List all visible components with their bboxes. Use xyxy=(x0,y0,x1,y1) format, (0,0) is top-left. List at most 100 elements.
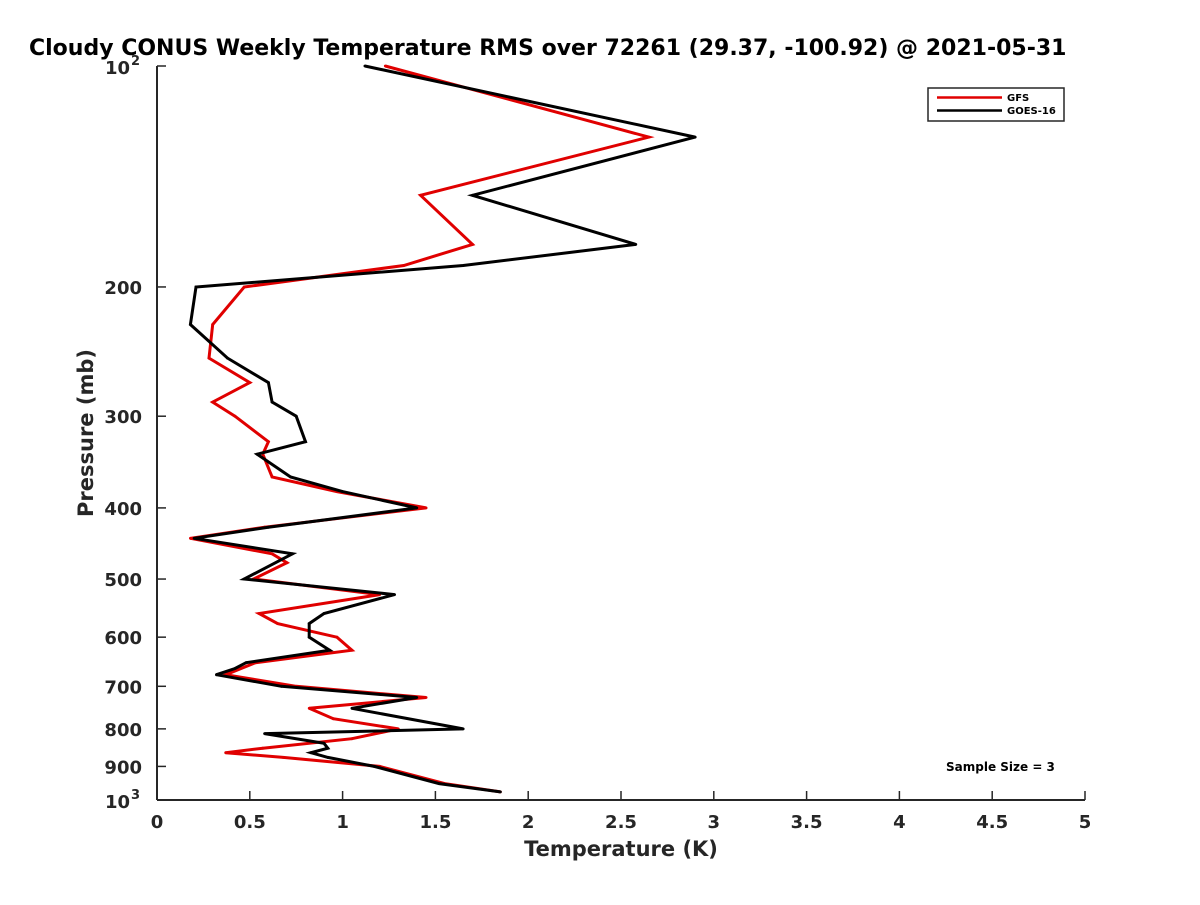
data-point-goes16 xyxy=(226,356,229,360)
y-tick-label: 900 xyxy=(104,757,142,778)
data-point-gfs xyxy=(335,635,339,639)
data-point-gfs xyxy=(257,612,261,615)
legend: GFS GOES-16 xyxy=(927,87,1065,122)
data-point-gfs xyxy=(224,751,228,755)
x-tick-label: 2.5 xyxy=(605,812,637,833)
series-line-goes16 xyxy=(188,64,696,794)
data-point-gfs xyxy=(261,746,265,750)
data-point-goes16 xyxy=(267,381,270,384)
data-point-goes16 xyxy=(350,706,354,710)
x-tick-label: 5 xyxy=(1079,812,1092,833)
y-tick-label: 200 xyxy=(104,278,142,299)
data-point-goes16 xyxy=(415,506,419,510)
data-point-gfs xyxy=(285,561,289,565)
series-layer xyxy=(188,64,697,794)
data-point-goes16 xyxy=(326,746,330,750)
data-point-goes16 xyxy=(189,323,192,326)
data-point-goes16 xyxy=(242,577,246,581)
x-tick-label: 0.5 xyxy=(234,812,266,833)
data-point-goes16 xyxy=(309,751,313,755)
data-point-goes16 xyxy=(304,440,307,444)
data-point-goes16 xyxy=(328,648,331,652)
data-point-gfs xyxy=(276,622,279,625)
data-point-goes16 xyxy=(471,193,474,197)
data-point-goes16 xyxy=(255,452,259,456)
y-tick-label: 600 xyxy=(104,628,142,649)
data-point-gfs xyxy=(281,756,285,759)
data-point-gfs xyxy=(267,440,270,444)
y-tick-label: 300 xyxy=(104,407,142,428)
data-point-gfs xyxy=(402,264,406,267)
data-point-goes16 xyxy=(461,727,465,731)
data-point-goes16 xyxy=(233,667,237,670)
x-tick-label: 1 xyxy=(336,812,349,833)
x-tick-label: 4 xyxy=(893,812,906,833)
x-axis-label: Temperature (K) xyxy=(524,837,718,861)
x-tick-label: 3.5 xyxy=(791,812,823,833)
data-point-gfs xyxy=(248,381,252,384)
data-point-goes16 xyxy=(263,732,266,735)
data-point-gfs xyxy=(270,552,274,556)
y-tick-exponent: 3 xyxy=(131,788,140,803)
data-point-goes16 xyxy=(437,782,441,785)
data-point-gfs xyxy=(350,648,354,652)
data-point-goes16 xyxy=(307,635,311,639)
data-point-goes16 xyxy=(415,696,419,699)
data-point-gfs xyxy=(383,64,387,68)
data-point-gfs xyxy=(331,717,335,721)
data-point-gfs xyxy=(211,400,215,404)
data-point-goes16 xyxy=(289,475,292,479)
data-point-goes16 xyxy=(341,490,344,493)
sample-size-annotation: Sample Size = 3 xyxy=(946,760,1055,774)
data-point-gfs xyxy=(242,285,246,289)
data-point-gfs xyxy=(424,506,428,510)
data-point-gfs xyxy=(419,193,422,197)
data-point-goes16 xyxy=(194,285,198,289)
y-tick-label: 500 xyxy=(104,570,142,591)
data-point-gfs xyxy=(424,696,428,699)
data-point-goes16 xyxy=(280,684,283,688)
data-point-goes16 xyxy=(294,414,298,418)
data-point-goes16 xyxy=(192,536,196,540)
x-tick-label: 0 xyxy=(151,812,164,833)
data-point-goes16 xyxy=(363,64,367,68)
y-tick-label: 10 xyxy=(105,792,130,813)
data-point-gfs xyxy=(471,243,474,246)
data-point-gfs xyxy=(307,706,311,710)
data-point-goes16 xyxy=(322,741,326,745)
x-tick-label: 4.5 xyxy=(976,812,1008,833)
x-tick-label: 2 xyxy=(522,812,535,833)
data-point-goes16 xyxy=(215,673,218,677)
data-point-goes16 xyxy=(291,552,294,556)
y-tick-label: 10 xyxy=(105,58,130,79)
y-tick-exponent: 2 xyxy=(131,54,140,69)
data-point-goes16 xyxy=(499,790,502,794)
data-point-goes16 xyxy=(267,525,270,529)
data-point-goes16 xyxy=(693,135,697,139)
data-point-goes16 xyxy=(372,765,376,768)
legend-label-gfs: GFS xyxy=(1007,93,1029,104)
legend-label-goes16: GOES-16 xyxy=(1007,106,1056,117)
data-point-gfs xyxy=(647,135,651,139)
chart-title: Cloudy CONUS Weekly Temperature RMS over… xyxy=(29,36,1066,61)
y-axis-label: Pressure (mb) xyxy=(74,349,98,517)
data-point-goes16 xyxy=(326,756,330,759)
data-point-gfs xyxy=(211,323,215,326)
data-point-goes16 xyxy=(634,243,638,246)
y-tick-label: 800 xyxy=(104,720,142,741)
data-point-goes16 xyxy=(322,612,326,615)
data-point-goes16 xyxy=(393,593,396,596)
x-ticks: 0 0.5 1 1.5 2 2.5 3 3.5 4 4.5 5 xyxy=(151,791,1092,833)
data-point-gfs xyxy=(207,356,211,360)
data-point-goes16 xyxy=(244,661,248,665)
data-point-goes16 xyxy=(307,622,311,625)
y-tick-label: 400 xyxy=(104,499,142,520)
x-tick-label: 3 xyxy=(708,812,721,833)
legend-box xyxy=(927,87,1065,122)
data-point-goes16 xyxy=(461,264,465,267)
x-tick-label: 1.5 xyxy=(419,812,451,833)
y-tick-label: 700 xyxy=(104,677,142,698)
data-point-goes16 xyxy=(270,400,274,404)
